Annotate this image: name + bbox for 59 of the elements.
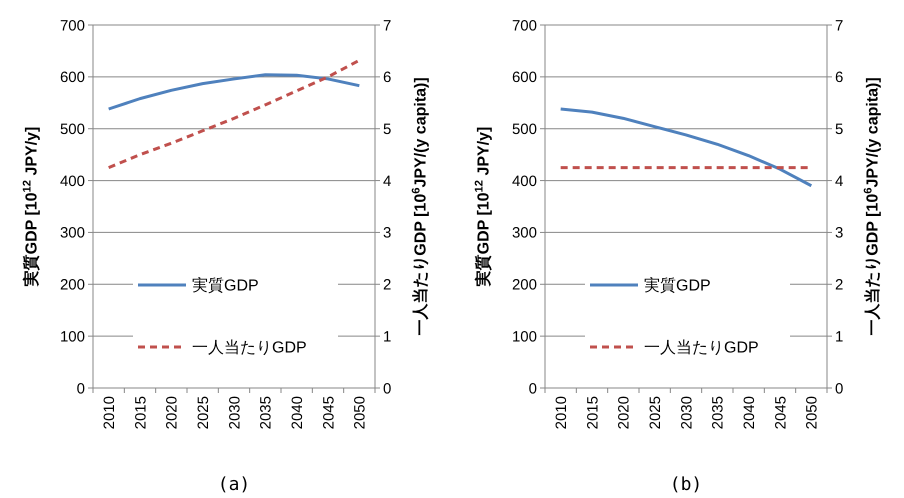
legend-label: 実質GDP xyxy=(644,276,711,295)
y-tick-label: 200 xyxy=(512,276,537,294)
x-tick-label: 2015 xyxy=(132,396,150,430)
y2-tick-label: 3 xyxy=(383,224,392,242)
y-tick-label: 200 xyxy=(60,276,85,294)
line-series xyxy=(107,73,361,111)
legend-label: 一人当たりGDP xyxy=(644,338,759,357)
x-tick-label: 2015 xyxy=(584,396,602,430)
y2-tick-label: 5 xyxy=(383,120,392,138)
y-tick-label: 100 xyxy=(60,328,85,346)
y2-tick-label: 7 xyxy=(835,17,844,34)
legend-label: 実質GDP xyxy=(192,276,259,295)
y-tick-label: 700 xyxy=(60,17,85,34)
y2-tick-label: 7 xyxy=(383,17,392,34)
y2-tick-label: 1 xyxy=(835,328,844,346)
x-tick-label: 2035 xyxy=(710,396,727,430)
x-tick-label: 2040 xyxy=(288,396,306,430)
x-tick-label: 2025 xyxy=(194,396,212,430)
text: (b) xyxy=(670,474,702,495)
line-series xyxy=(107,58,361,170)
y-tick-label: 300 xyxy=(60,224,85,242)
y2-tick-label: 4 xyxy=(835,172,844,190)
y2-tick-label: 6 xyxy=(383,69,392,86)
y-tick-label: 100 xyxy=(512,328,537,346)
y-tick-label: 0 xyxy=(76,380,85,398)
y2-tick-label: 3 xyxy=(835,224,844,242)
x-tick-label: 2030 xyxy=(226,396,244,430)
y2-tick-label: 1 xyxy=(383,328,392,346)
y-tick-label: 400 xyxy=(60,172,85,190)
y-tick-label: 500 xyxy=(512,120,537,138)
y2-tick-label: 6 xyxy=(835,69,844,86)
y2-tick-label: 0 xyxy=(383,380,392,398)
x-tick-label: 2045 xyxy=(320,396,338,430)
x-tick-label: 2050 xyxy=(804,396,821,430)
y2-tick-label: 0 xyxy=(835,380,844,398)
line-series xyxy=(559,108,813,188)
legend-label: 一人当たりGDP xyxy=(192,338,307,357)
x-tick-label: 2040 xyxy=(740,396,758,430)
x-tick-label: 2010 xyxy=(100,396,118,430)
y-tick-label: 600 xyxy=(60,69,85,86)
x-tick-label: 2035 xyxy=(258,396,275,430)
text: (a) xyxy=(218,474,250,495)
y2-tick-label: 2 xyxy=(383,276,392,294)
x-tick-label: 2025 xyxy=(646,396,664,430)
y2-tick-label: 5 xyxy=(835,120,844,138)
y2-tick-label: 4 xyxy=(383,172,392,190)
x-tick-label: 2020 xyxy=(616,396,633,430)
x-tick-label: 2045 xyxy=(772,396,790,430)
x-tick-label: 2050 xyxy=(352,396,369,430)
y-tick-label: 300 xyxy=(512,224,537,242)
x-tick-label: 2030 xyxy=(678,396,696,430)
y2-tick-label: 2 xyxy=(835,276,844,294)
y-tick-label: 0 xyxy=(528,380,537,398)
x-tick-label: 2020 xyxy=(164,396,181,430)
y-tick-label: 700 xyxy=(512,17,537,34)
x-tick-label: 2010 xyxy=(552,396,570,430)
y-tick-label: 500 xyxy=(60,120,85,138)
y-tick-label: 600 xyxy=(512,69,537,86)
y-tick-label: 400 xyxy=(512,172,537,190)
